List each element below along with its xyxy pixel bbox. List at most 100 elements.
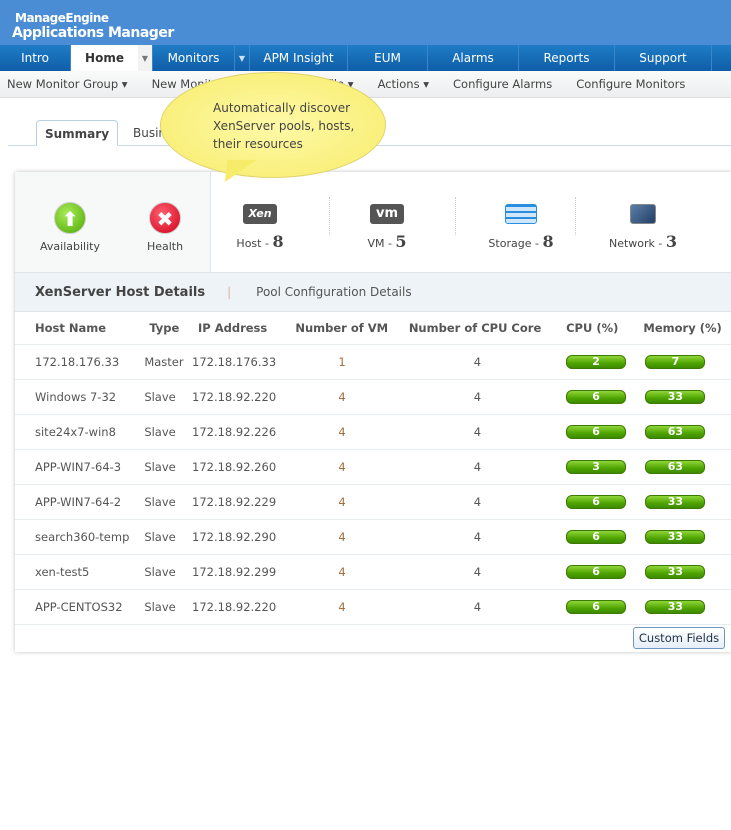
tab-summary[interactable]: Summary bbox=[36, 120, 118, 146]
host-type: Slave bbox=[141, 519, 188, 555]
arrow-up-icon: ⬆ bbox=[54, 202, 86, 234]
vm-count: 1 bbox=[285, 344, 399, 380]
vm-count: 4 bbox=[285, 554, 399, 590]
memory-percent: 7 bbox=[633, 344, 731, 380]
cpu-percent: 6 bbox=[556, 589, 634, 625]
tab-pool-configuration[interactable]: Pool Configuration Details bbox=[256, 285, 412, 299]
host-name[interactable]: xen-test5 bbox=[15, 554, 142, 590]
cpu-core-count: 4 bbox=[398, 554, 557, 590]
table-row: search360-temp Slave 172.18.92.290 4 4 6 33 bbox=[15, 519, 731, 555]
host-name[interactable]: APP-WIN7-64-3 bbox=[15, 449, 142, 485]
brand-logo: ManageEngine bbox=[15, 11, 109, 25]
storage-icon bbox=[505, 204, 537, 224]
ip-address: 172.18.92.220 bbox=[188, 379, 286, 415]
ip-address: 172.18.92.260 bbox=[188, 449, 286, 485]
health-status[interactable]: ✖ Health bbox=[135, 202, 195, 253]
column-header[interactable]: IP Address bbox=[188, 312, 286, 345]
new-monitor-group-menu[interactable]: New Monitor Group ▾ bbox=[7, 77, 128, 91]
table-row: APP-CENTOS32 Slave 172.18.92.220 4 4 6 33 bbox=[15, 589, 731, 625]
memory-percent: 33 bbox=[633, 484, 731, 520]
host-name[interactable]: site24x7-win8 bbox=[15, 414, 142, 450]
vm-count: 4 bbox=[285, 414, 399, 450]
memory-percent: 33 bbox=[633, 519, 731, 555]
monitors-dropdown-icon[interactable]: ▼ bbox=[235, 45, 250, 71]
percent-bar: 6 bbox=[566, 390, 627, 404]
cpu-core-count: 4 bbox=[398, 589, 557, 625]
nav-reports[interactable]: Reports bbox=[519, 45, 615, 71]
host-type: Slave bbox=[141, 554, 188, 590]
ip-address: 172.18.92.226 bbox=[188, 414, 286, 450]
availability-status[interactable]: ⬆ Availability bbox=[37, 202, 103, 253]
percent-bar: 6 bbox=[566, 530, 627, 544]
host-count[interactable]: Xen Host - 8 bbox=[230, 204, 290, 251]
cpu-core-count: 4 bbox=[398, 484, 557, 520]
brand-product: Applications Manager bbox=[12, 25, 174, 41]
custom-fields-button[interactable]: Custom Fields bbox=[633, 627, 725, 649]
xen-icon: Xen bbox=[243, 204, 277, 224]
main-nav: Intro Home ▼ Monitors ▼ APM Insight EUM … bbox=[0, 45, 731, 71]
storage-count[interactable]: Storage - 8 bbox=[481, 204, 561, 251]
vm-icon: vm bbox=[370, 204, 404, 224]
x-icon: ✖ bbox=[149, 202, 181, 234]
percent-bar: 3 bbox=[566, 460, 627, 474]
memory-percent: 33 bbox=[633, 589, 731, 625]
cpu-percent: 6 bbox=[556, 379, 634, 415]
nav-intro[interactable]: Intro bbox=[0, 45, 71, 71]
vm-count: 4 bbox=[285, 449, 399, 485]
cpu-percent: 6 bbox=[556, 519, 634, 555]
column-header[interactable]: Type bbox=[141, 312, 188, 345]
xenserver-summary-panel: ⬆ Availability ✖ Health Xen Host - 8 vm VM… bbox=[15, 172, 731, 652]
status-summary: ⬆ Availability ✖ Health bbox=[15, 172, 211, 272]
ip-address: 172.18.92.290 bbox=[188, 519, 286, 555]
memory-percent: 33 bbox=[633, 554, 731, 590]
nav-support[interactable]: Support bbox=[615, 45, 712, 71]
host-name[interactable]: Windows 7-32 bbox=[15, 379, 142, 415]
nav-home[interactable]: Home bbox=[71, 45, 138, 71]
configure-monitors-link[interactable]: Configure Monitors bbox=[576, 77, 686, 91]
network-count[interactable]: Network - 3 bbox=[603, 204, 683, 251]
percent-bar: 33 bbox=[645, 600, 706, 614]
percent-bar: 6 bbox=[566, 425, 627, 439]
tab-host-details[interactable]: XenServer Host Details bbox=[35, 284, 206, 300]
memory-percent: 63 bbox=[633, 414, 731, 450]
cpu-percent: 3 bbox=[556, 449, 634, 485]
nav-eum[interactable]: EUM bbox=[348, 45, 428, 71]
nav-monitors[interactable]: Monitors bbox=[153, 45, 235, 71]
table-row: 172.18.176.33 Master 172.18.176.33 1 4 2 7 bbox=[15, 344, 731, 380]
column-header[interactable]: CPU (%) bbox=[556, 312, 634, 345]
host-name[interactable]: 172.18.176.33 bbox=[15, 344, 142, 380]
vm-count: 4 bbox=[285, 379, 399, 415]
table-row: site24x7-win8 Slave 172.18.92.226 4 4 6 63 bbox=[15, 414, 731, 450]
table-row: APP-WIN7-64-3 Slave 172.18.92.260 4 4 3 63 bbox=[15, 449, 731, 485]
ip-address: 172.18.92.299 bbox=[188, 554, 286, 590]
cpu-core-count: 4 bbox=[398, 414, 557, 450]
host-type: Slave bbox=[141, 414, 188, 450]
app-header: ManageEngine Applications Manager bbox=[0, 0, 731, 45]
percent-bar: 33 bbox=[645, 495, 706, 509]
home-dropdown-icon[interactable]: ▼ bbox=[138, 45, 153, 71]
percent-bar: 2 bbox=[566, 355, 627, 369]
column-header[interactable]: Memory (%) bbox=[633, 312, 731, 345]
configure-alarms-link[interactable]: Configure Alarms bbox=[453, 77, 553, 91]
vm-count[interactable]: vm VM - 5 bbox=[367, 204, 407, 251]
host-name[interactable]: search360-temp bbox=[15, 519, 142, 555]
actions-menu[interactable]: Actions ▾ bbox=[377, 77, 429, 91]
table-row: Windows 7-32 Slave 172.18.92.220 4 4 6 33 bbox=[15, 379, 731, 415]
percent-bar: 6 bbox=[566, 565, 627, 579]
percent-bar: 7 bbox=[645, 355, 706, 369]
column-header[interactable]: Number of CPU Core bbox=[398, 312, 557, 345]
host-type: Slave bbox=[141, 484, 188, 520]
nav-apm-insight[interactable]: APM Insight bbox=[250, 45, 348, 71]
host-name[interactable]: APP-WIN7-64-2 bbox=[15, 484, 142, 520]
host-type: Slave bbox=[141, 379, 188, 415]
nav-alarms[interactable]: Alarms bbox=[428, 45, 519, 71]
cpu-percent: 2 bbox=[556, 344, 634, 380]
column-header[interactable]: Host Name bbox=[15, 312, 142, 345]
column-header[interactable]: Number of VM bbox=[285, 312, 399, 345]
host-name[interactable]: APP-CENTOS32 bbox=[15, 589, 142, 625]
cpu-percent: 6 bbox=[556, 554, 634, 590]
health-label: Health bbox=[146, 240, 184, 253]
memory-percent: 33 bbox=[633, 379, 731, 415]
host-type: Slave bbox=[141, 449, 188, 485]
cpu-percent: 6 bbox=[556, 414, 634, 450]
